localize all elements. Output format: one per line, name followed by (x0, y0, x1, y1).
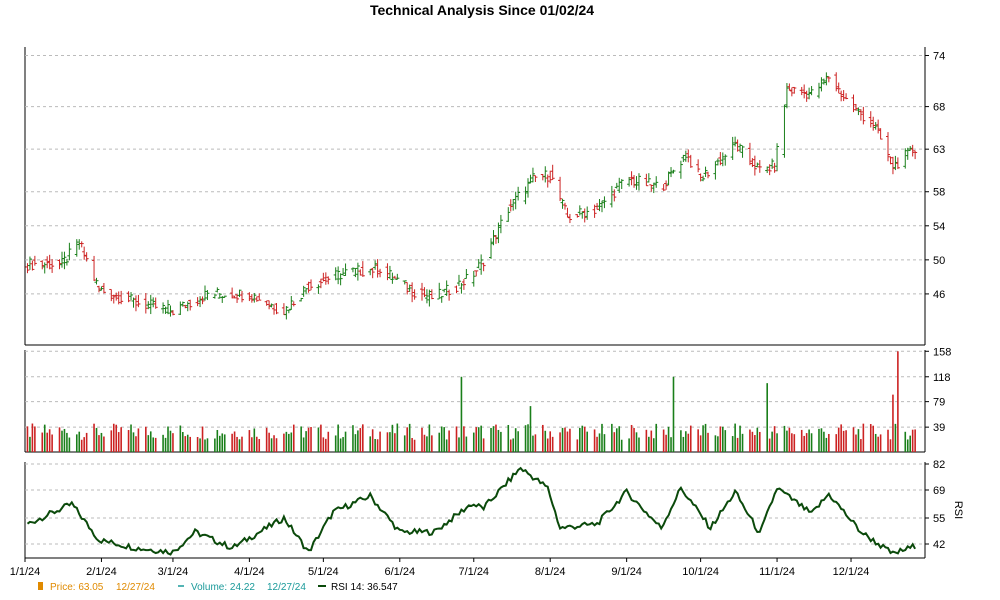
price-gridlines (24, 47, 926, 346)
rsi-axis-label: RSI (952, 501, 964, 519)
x-tick-label: 7/1/24 (458, 566, 489, 578)
x-tick-label: 5/1/24 (308, 566, 339, 578)
price-tick-label: 74 (933, 51, 945, 63)
price-tick-label: 63 (933, 144, 945, 156)
price-axis: 74 68 63 58 54 50 46 (925, 51, 945, 301)
price-ohlc-bars (25, 72, 918, 320)
price-tick-label: 68 (933, 102, 945, 114)
rsi-axis: 82 69 55 42 (925, 459, 945, 551)
rsi-line-series (26, 466, 916, 556)
x-axis: 1/1/24 2/1/24 3/1/24 4/1/24 5/1/24 6/1/24 7/1/… (10, 558, 870, 578)
price-tick-label: 50 (933, 255, 945, 267)
x-tick-label: 12/1/24 (833, 566, 870, 578)
price-legend-swatch (38, 582, 43, 590)
volume-tick-label: 79 (933, 397, 945, 409)
volume-tick-label: 118 (933, 372, 951, 384)
chart-title: Technical Analysis Since 01/02/24 (370, 2, 594, 18)
volume-tick-label: 158 (933, 346, 951, 358)
volume-axis: 158 118 79 39 (925, 346, 951, 434)
rsi-tick-label: 42 (933, 539, 945, 551)
rsi-gridlines (24, 462, 926, 559)
legend-price-date: 12/27/24 (116, 582, 155, 593)
x-tick-label: 10/1/24 (682, 566, 719, 578)
rsi-tick-label: 82 (933, 459, 945, 471)
price-tick-label: 58 (933, 187, 945, 199)
legend-price: Price: 63.05 (50, 582, 104, 593)
x-tick-label: 3/1/24 (158, 566, 189, 578)
x-tick-label: 9/1/24 (611, 566, 642, 578)
price-tick-label: 46 (933, 289, 945, 301)
x-tick-label: 4/1/24 (234, 566, 265, 578)
x-tick-label: 11/1/24 (759, 566, 795, 578)
x-tick-label: 2/1/24 (86, 566, 117, 578)
x-tick-label: 8/1/24 (535, 566, 566, 578)
rsi-line (26, 466, 916, 556)
volume-tick-label: 39 (933, 422, 945, 434)
x-tick-label: 6/1/24 (384, 566, 415, 578)
legend: Price: 63.05 12/27/24 Volume: 24.22 12/2… (38, 582, 398, 593)
legend-rsi: RSI 14: 36.547 (331, 582, 398, 593)
rsi-tick-label: 55 (933, 513, 945, 525)
rsi-tick-label: 69 (933, 485, 945, 497)
volume-bars (26, 351, 916, 452)
legend-volume: Volume: 24.22 (191, 582, 255, 593)
legend-volume-date: 12/27/24 (267, 582, 306, 593)
x-tick-label: 1/1/24 (10, 566, 41, 578)
price-tick-label: 54 (933, 221, 945, 233)
